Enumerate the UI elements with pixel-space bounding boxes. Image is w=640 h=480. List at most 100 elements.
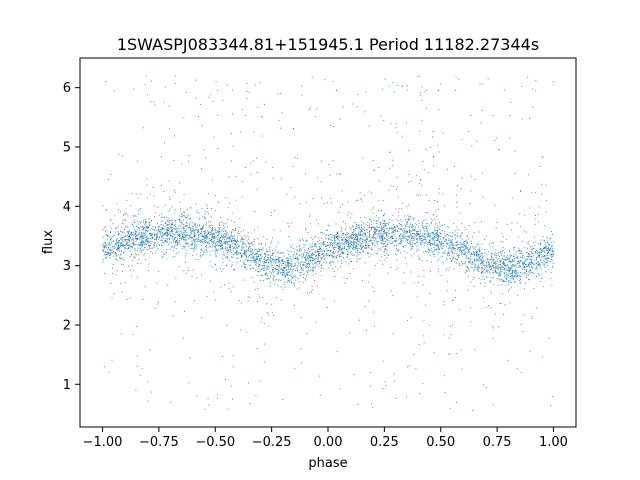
data-point [442,229,443,231]
data-point [277,251,279,253]
data-point [114,247,116,249]
data-point [500,269,502,271]
data-point [251,241,253,243]
data-point [288,266,289,268]
data-point [256,258,258,259]
data-point [118,248,120,249]
data-point [511,275,513,277]
data-point [272,178,274,180]
data-point [284,261,286,263]
data-point [517,275,519,277]
data-point [109,231,111,233]
data-point [374,237,376,239]
data-point [333,237,335,239]
data-point [405,233,407,235]
data-point [140,250,142,252]
data-point [215,256,217,258]
data-point [523,261,525,262]
data-point [452,251,454,253]
data-point [357,235,359,237]
data-point [365,244,367,246]
data-point [349,237,351,239]
data-point [128,234,130,236]
data-point [180,232,182,234]
data-point [444,240,446,242]
data-point [364,235,366,237]
data-point [385,233,387,235]
data-point [200,236,202,238]
data-point [374,169,375,171]
data-point [456,235,458,237]
data-point [515,276,517,278]
data-point [466,239,468,241]
data-point [443,224,445,225]
data-point [113,251,114,252]
data-point [269,246,271,248]
data-point [188,235,190,236]
data-point [315,236,317,238]
data-point [170,402,172,404]
data-point [460,187,462,189]
data-point [221,221,223,223]
data-point [424,238,426,240]
data-point [548,251,549,253]
data-point [181,163,183,165]
data-point [350,245,351,247]
data-point [280,299,282,301]
data-point [466,252,468,254]
data-point [550,247,552,249]
data-point [162,242,163,244]
data-point [172,223,174,225]
data-point [354,241,356,243]
data-point [369,232,370,234]
data-point [379,222,381,224]
data-point [545,247,547,249]
data-point [239,260,241,262]
data-point [382,231,384,232]
data-point [112,223,114,225]
data-point [137,249,138,251]
data-point [528,243,530,245]
data-point [455,258,457,260]
data-point [533,287,535,289]
data-point [367,222,369,223]
data-point [395,253,397,255]
data-point [278,261,280,263]
data-point [362,242,364,244]
data-point [279,127,281,129]
data-point [499,279,501,281]
data-point [284,281,286,283]
data-point [452,242,453,244]
data-point [405,231,407,232]
data-point [273,260,275,261]
data-point [417,195,419,197]
data-point [369,385,371,387]
data-point [237,245,239,247]
data-point [444,375,445,377]
data-point [519,261,521,263]
data-point [422,383,424,385]
data-point [309,256,311,258]
data-point [150,242,152,244]
data-point [209,260,211,262]
data-point [322,244,324,246]
data-point [398,228,400,230]
data-point [298,250,300,252]
data-point [409,239,411,241]
data-point [539,259,541,261]
data-point [170,235,172,236]
data-point [234,239,236,241]
data-point [360,237,362,239]
data-point [187,245,189,247]
data-point [180,220,182,222]
data-point [341,259,343,261]
data-point [397,230,399,232]
data-point [269,271,271,273]
data-point [338,235,340,237]
data-point [160,239,162,241]
data-point [366,238,368,240]
data-point [524,263,526,265]
data-point [453,247,455,249]
data-point [456,245,458,247]
data-point [133,216,135,218]
